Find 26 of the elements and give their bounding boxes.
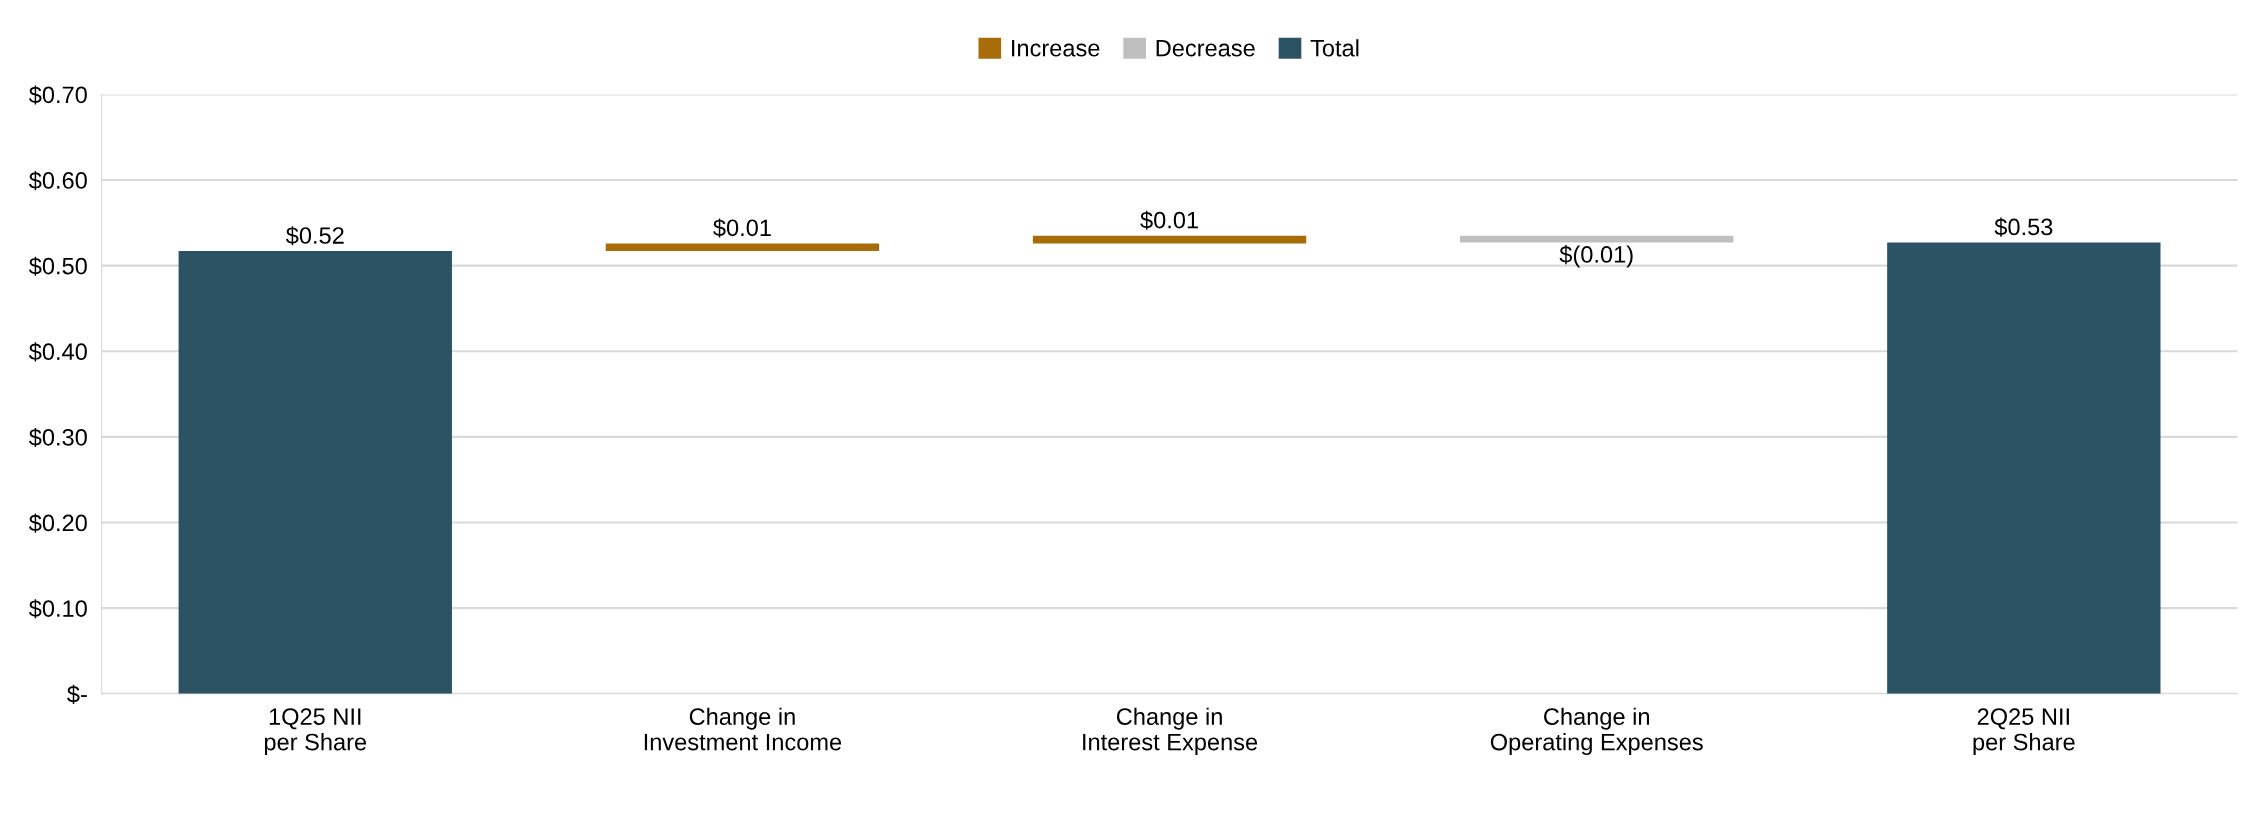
data-label: $0.52 <box>285 226 344 246</box>
bar <box>178 251 452 694</box>
y-tick-label: $0.40 <box>28 342 87 362</box>
y-tick-label: $0.70 <box>28 85 87 105</box>
legend-label: Increase <box>1012 40 1100 57</box>
bar <box>1887 242 2161 694</box>
y-tick-label: $- <box>67 684 87 704</box>
x-tick-label: 1Q25 NII per Share <box>264 708 367 756</box>
data-label: $0.01 <box>713 218 771 238</box>
bar <box>605 243 880 252</box>
data-label: $(0.01) <box>1559 245 1633 268</box>
y-tick-label: $0.10 <box>28 599 87 619</box>
x-tick-label: 2Q25 NII per Share <box>1973 708 2075 756</box>
y-tick-label: $0.50 <box>28 256 87 276</box>
y-tick-label: $0.20 <box>28 513 87 533</box>
x-tick-label: Change in Investment Income <box>644 707 842 751</box>
y-tick-label: $0.60 <box>28 171 87 191</box>
data-label: $0.53 <box>1994 217 2053 237</box>
legend-label: Decrease <box>1156 40 1255 57</box>
data-label: $0.01 <box>1140 210 1198 230</box>
bar <box>1460 235 1734 243</box>
x-tick-label: Change in Operating Expenses <box>1490 707 1703 756</box>
legend-label: Total <box>1310 39 1359 57</box>
y-tick-label: $0.30 <box>28 427 87 448</box>
bar <box>1032 235 1307 244</box>
x-tick-label: Change in Interest Expense <box>1083 707 1258 756</box>
